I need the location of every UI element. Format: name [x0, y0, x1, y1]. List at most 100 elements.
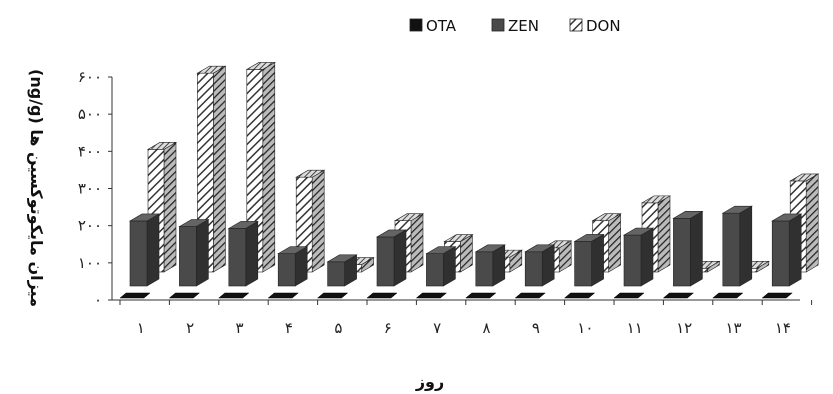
bar-ota-slab	[366, 292, 398, 299]
bar-zen	[227, 220, 259, 287]
legend-label: ZEN	[508, 17, 539, 35]
bar-front	[623, 234, 642, 287]
legend-label: DON	[586, 17, 621, 35]
bar-ota-slab	[563, 292, 596, 299]
bar-side	[739, 205, 753, 287]
bar-side	[146, 213, 160, 287]
bar-side	[410, 213, 424, 273]
bar-zen	[425, 246, 457, 287]
bar-top	[672, 211, 704, 219]
bar-ota	[613, 292, 645, 299]
bar-top	[640, 195, 672, 204]
bar-side	[262, 61, 276, 273]
bar-top	[245, 62, 276, 70]
bar-front	[228, 228, 247, 287]
bar-top	[474, 244, 506, 253]
legend-swatch	[569, 18, 583, 32]
bar-ota	[218, 292, 250, 299]
bar-ota-slab	[316, 292, 349, 299]
bar-side	[213, 65, 226, 273]
bar-side	[393, 229, 407, 287]
x-tick-label: ۵	[334, 319, 342, 337]
y-tick-label: ۰	[94, 291, 102, 309]
x-tick-label: ۱۴	[775, 319, 791, 337]
bar-side	[591, 233, 604, 287]
bar-front	[277, 253, 296, 287]
y-tick-label: ۶۰۰	[78, 68, 102, 86]
x-tick-label: ۱۲	[676, 319, 692, 337]
bar-zen	[375, 229, 408, 287]
bar-side	[245, 220, 259, 287]
y-axis-title: میزان مایکوتوکسین ها (ng/g)	[27, 69, 46, 307]
bar-top	[146, 142, 178, 150]
bar-side	[311, 169, 325, 273]
bar-side	[196, 219, 209, 287]
bar-front	[376, 236, 395, 287]
bar-side	[690, 210, 703, 287]
bar-top	[622, 227, 655, 236]
bar-ota-slab	[613, 292, 645, 299]
bar-zen	[277, 246, 309, 287]
bar-zen	[672, 210, 704, 287]
bar-top	[789, 173, 820, 182]
bar-ota	[168, 292, 201, 299]
bar-side	[608, 213, 621, 273]
y-tick-label: ۳۰۰	[78, 180, 102, 198]
bar-ota	[712, 292, 744, 299]
bar-ota	[465, 292, 497, 299]
bar-top	[295, 169, 326, 178]
bar-ota	[563, 292, 596, 299]
x-tick-label: ۳	[236, 319, 244, 337]
legend-swatch	[491, 18, 505, 32]
bar-ota	[761, 292, 793, 299]
bar-ota	[662, 292, 695, 299]
bar-ota-slab	[662, 292, 695, 299]
y-tick-label: ۱۰۰	[78, 254, 102, 272]
bar-ota	[119, 292, 151, 299]
bar-top	[771, 213, 803, 222]
x-tick-label: ۱	[137, 319, 145, 337]
bar-ota	[316, 292, 349, 299]
bar-ota-slab	[267, 292, 299, 299]
bar-ota-slab	[465, 292, 497, 299]
bar-don	[146, 141, 178, 273]
bar-front	[475, 251, 494, 287]
bar-ota-slab	[415, 292, 448, 299]
bar-top	[178, 219, 210, 227]
bar-zen	[622, 227, 655, 287]
bar-ota-slab	[761, 292, 793, 299]
legend-item-don: DON	[569, 17, 621, 35]
bar-front	[327, 261, 345, 287]
bar-ota-slab	[168, 292, 201, 299]
bar-zen	[326, 254, 358, 287]
bar-top	[196, 65, 227, 74]
legend-swatch	[409, 18, 423, 32]
bar-top	[375, 229, 408, 238]
bar-side	[640, 227, 654, 287]
bar-front	[673, 218, 691, 287]
bar-zen	[771, 213, 803, 287]
bar-ota	[267, 292, 299, 299]
bar-front	[722, 212, 741, 287]
bar-top	[721, 205, 753, 214]
bar-ota-slab	[514, 292, 546, 299]
bar-side	[163, 141, 177, 273]
bar-top	[393, 213, 425, 222]
axes	[108, 76, 813, 305]
bars	[119, 61, 820, 299]
x-axis-title: روز	[415, 372, 444, 391]
x-tick-label: ۹	[532, 319, 540, 337]
bar-side	[805, 173, 819, 273]
y-tick-label: ۲۰۰	[78, 217, 102, 235]
bar-top	[128, 213, 161, 222]
bar-front	[129, 220, 148, 287]
bar-zen	[721, 205, 753, 287]
x-tick-label: ۲	[186, 319, 194, 337]
bar-ota-slab	[218, 292, 250, 299]
bar-top	[443, 234, 474, 242]
bar-top	[277, 246, 309, 254]
bar-front	[524, 251, 543, 287]
bar-ota-slab	[119, 292, 151, 299]
